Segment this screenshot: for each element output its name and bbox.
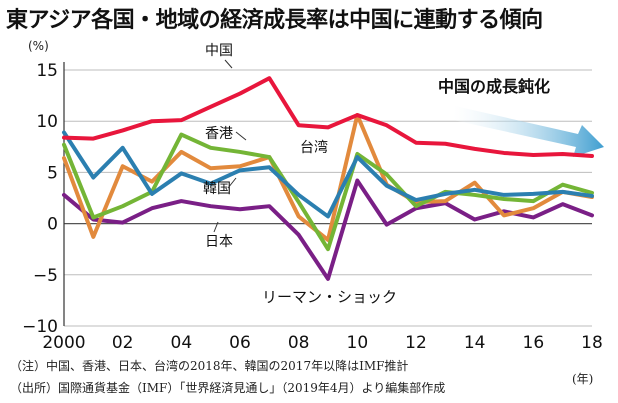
leader-line (227, 177, 237, 189)
trend-arrow-icon (453, 106, 604, 157)
x-unit-label: (年) (572, 372, 594, 386)
x-tick-label: 06 (229, 333, 251, 353)
x-tick-label: 18 (581, 333, 603, 353)
series-label: 日本 (205, 234, 233, 250)
series-lines (62, 76, 594, 281)
x-tick-label: 08 (288, 333, 310, 353)
series-line-4 (62, 178, 594, 281)
y-tick-label: −5 (33, 266, 58, 286)
y-unit-label: (%) (28, 39, 49, 53)
y-tick-label: 10 (36, 112, 58, 132)
series-label: 台湾 (300, 139, 328, 156)
y-tick-label: 15 (36, 61, 58, 81)
series-line-3 (62, 113, 594, 242)
leader-line (213, 221, 219, 233)
series-line-1 (62, 130, 594, 219)
chart-title: 東アジア各国・地域の経済成長率は中国に連動する傾向 (6, 8, 543, 33)
leader-line (224, 59, 233, 69)
series-label: 中国 (205, 43, 233, 59)
x-tick-label: 16 (523, 333, 545, 353)
series-label: 香港 (205, 126, 233, 142)
x-tick-label: 14 (464, 333, 486, 353)
china-slowdown-annotation: 中国の成長鈍化 (438, 77, 550, 96)
y-tick-label: 5 (47, 163, 58, 183)
x-tick-label: 10 (347, 333, 369, 353)
y-tick-label: −10 (22, 317, 58, 337)
lehman-shock-annotation: リーマン・ショック (262, 288, 397, 306)
x-tick-label: 04 (171, 333, 193, 353)
series-line-0 (62, 76, 594, 159)
leader-line (235, 131, 247, 141)
x-tick-label: 12 (405, 333, 427, 353)
note-estimate: （注）中国、香港、日本、台湾の2018年、韓国の2017年以降はIMF推計 (10, 359, 409, 373)
series-label: 韓国 (203, 181, 231, 197)
note-source: （出所）国際通貨基金（IMF）「世界経済見通し」（2019年4月）より編集部作成 (10, 381, 446, 395)
y-tick-label: 0 (47, 215, 58, 235)
x-tick-label: 2000 (42, 333, 85, 353)
x-tick-label: 02 (112, 333, 134, 353)
